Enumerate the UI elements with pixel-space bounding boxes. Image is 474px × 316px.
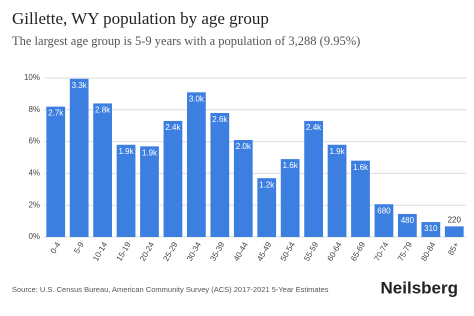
x-tick-label: 25-29 (161, 240, 179, 263)
bar-value-label: 2.4k (306, 123, 322, 132)
bar (444, 226, 464, 237)
bar (210, 112, 230, 237)
y-tick-label: 4% (28, 169, 40, 178)
x-tick-label: 10-14 (91, 240, 109, 263)
brand-logo: Neilsberg (381, 278, 458, 297)
bar-value-label: 2.4k (165, 123, 181, 132)
x-tick-label: 65-69 (349, 240, 367, 263)
bar (421, 222, 441, 237)
bar (398, 213, 417, 237)
y-tick-label: 6% (28, 137, 40, 146)
x-tick-label: 70-74 (372, 240, 390, 263)
bar-value-label: 310 (424, 224, 438, 233)
y-tick-label: 2% (28, 200, 40, 209)
bar (351, 160, 370, 237)
source-note: Source: U.S. Census Bureau, American Com… (12, 285, 329, 294)
bar (374, 204, 394, 237)
bar-value-label: 3.3k (72, 81, 88, 90)
y-tick-label: 10% (24, 73, 40, 82)
x-tick-label: 55-59 (302, 240, 320, 263)
chart-subtitle: The largest age group is 5-9 years with … (12, 34, 360, 48)
bar (280, 159, 300, 237)
bar (187, 92, 206, 237)
bar-value-label: 1.9k (329, 147, 345, 156)
bar-value-label: 1.6k (353, 163, 369, 172)
x-tick-label: 20-24 (138, 240, 156, 263)
y-tick-label: 8% (28, 105, 40, 114)
bar-value-label: 2.8k (95, 106, 111, 115)
bar-value-label: 1.9k (142, 148, 158, 157)
x-tick-label: 5-9 (72, 240, 86, 255)
x-tick-label: 40-44 (232, 240, 250, 263)
bar-value-label: 3.0k (189, 94, 205, 103)
x-tick-label: 15-19 (115, 240, 133, 263)
bar-value-label: 2.7k (48, 109, 64, 118)
bar-value-label: 2.0k (236, 142, 252, 151)
bar-value-label: 2.6k (212, 115, 228, 124)
bar (46, 106, 66, 238)
bar (140, 146, 159, 237)
x-tick-label: 0-4 (49, 240, 63, 255)
bar (69, 78, 89, 237)
bar (93, 103, 112, 237)
y-tick-label: 0% (28, 232, 40, 241)
bar-value-label: 480 (401, 216, 415, 225)
bar (116, 144, 136, 237)
bar (233, 140, 253, 237)
x-tick-label: 45-49 (255, 240, 273, 263)
bar (257, 178, 277, 237)
bar-value-label: 220 (448, 215, 462, 224)
x-tick-label: 35-39 (208, 240, 226, 263)
bar-value-label: 1.2k (259, 180, 275, 189)
bar-value-label: 1.9k (118, 147, 134, 156)
x-tick-label: 75-79 (396, 240, 414, 263)
bar-value-label: 1.6k (283, 161, 299, 170)
chart-title: Gillette, WY population by age group (12, 9, 269, 28)
x-tick-label: 50-54 (279, 240, 297, 263)
bar (304, 120, 323, 237)
bar (327, 144, 347, 237)
bar (163, 120, 183, 237)
bar-value-label: 680 (377, 206, 391, 215)
x-tick-label: 85+ (446, 240, 461, 257)
x-tick-label: 60-64 (326, 240, 344, 263)
x-tick-label: 30-34 (185, 240, 203, 263)
x-tick-label: 80-84 (419, 240, 437, 263)
